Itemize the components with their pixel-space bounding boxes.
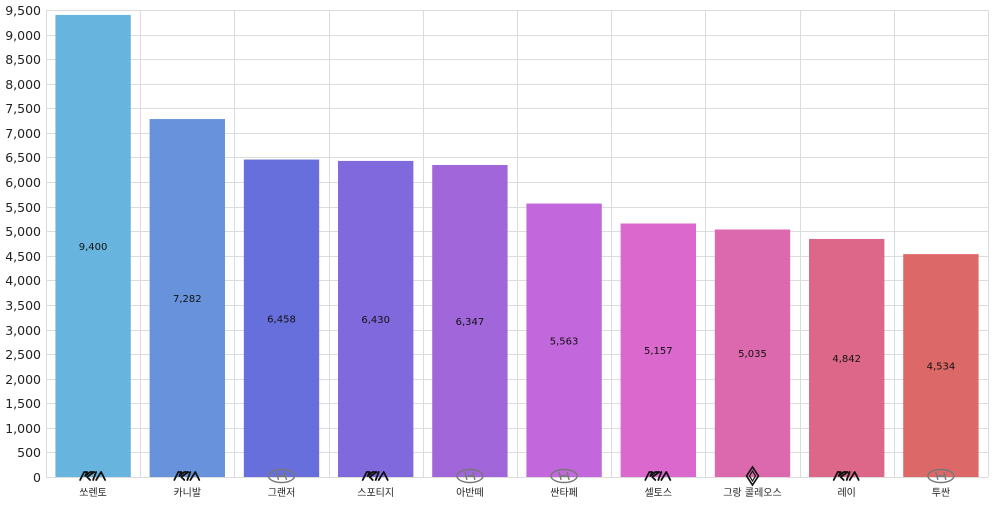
- x-tick-label: 그랑 콜레오스: [723, 487, 781, 499]
- y-tick-label: 9,000: [5, 28, 41, 43]
- bar[interactable]: [809, 238, 885, 477]
- x-tick-label: 쏘렌토: [79, 487, 107, 499]
- bar[interactable]: [55, 14, 131, 477]
- x-tick-label: 카니발: [173, 487, 201, 499]
- x-tick-label: 투싼: [932, 487, 950, 499]
- bar-value-label: 7,282: [173, 294, 202, 305]
- kia-logo-icon: [79, 471, 106, 481]
- x-tick-label: 셀토스: [644, 487, 672, 499]
- y-tick-label: 8,000: [5, 77, 41, 92]
- hyundai-logo-icon: [456, 468, 484, 484]
- bar[interactable]: [149, 119, 225, 477]
- hyundai-logo-icon: [267, 468, 296, 484]
- y-tick-label: 6,500: [5, 150, 41, 165]
- bar-value-label: 4,534: [927, 362, 956, 373]
- y-tick-label: 5,500: [5, 200, 41, 215]
- bar[interactable]: [432, 164, 508, 477]
- y-tick-label: 1,000: [5, 421, 41, 436]
- bar[interactable]: [243, 159, 320, 477]
- kia-logo-icon: [832, 471, 860, 481]
- bar-value-labels: 9,400 7,282 6,458 6,430 6,347 5,563 5,157 5,035…: [79, 242, 955, 373]
- bar[interactable]: [620, 223, 696, 477]
- bar-value-label: 6,430: [361, 315, 390, 326]
- x-tick-label: 그랜저: [268, 487, 296, 499]
- y-tick-label: 4,500: [5, 249, 41, 264]
- y-tick-label: 0: [33, 470, 41, 485]
- y-tick-label: 9,500: [5, 3, 41, 18]
- y-tick-label: 5,000: [5, 224, 41, 239]
- bar[interactable]: [903, 254, 979, 477]
- y-tick-label: 2,500: [5, 347, 41, 362]
- y-tick-label: 7,000: [5, 126, 41, 141]
- y-axis-tick-labels: 0 500 1,000 1,500 2,000 2,500 3,000 3,500 4,000 4…: [5, 3, 41, 485]
- brand-icons: [79, 465, 955, 487]
- x-tick-label: 스포티지: [357, 487, 394, 499]
- bar[interactable]: [714, 229, 791, 477]
- y-tick-label: 6,000: [5, 175, 41, 190]
- bar-value-label: 5,157: [644, 346, 673, 357]
- bar[interactable]: [526, 203, 602, 477]
- y-tick-label: 4,000: [5, 273, 41, 288]
- bar-value-label: 6,347: [456, 317, 485, 328]
- y-tick-label: 500: [17, 445, 41, 460]
- bar[interactable]: [338, 160, 414, 477]
- y-tick-label: 3,000: [5, 323, 41, 338]
- renault-logo-icon: [745, 465, 760, 487]
- y-tick-label: 7,500: [5, 101, 41, 116]
- x-tick-label: 싼타페: [550, 487, 578, 499]
- bar-value-label: 6,458: [267, 314, 296, 325]
- y-tick-label: 3,500: [5, 298, 41, 313]
- kia-logo-icon: [361, 471, 389, 481]
- bars: [55, 14, 979, 477]
- x-axis-category-labels: 쏘렌토 카니발 그랜저 스포티지 아반떼 싼타페 셀토스 그랑 콜레오스 레이 투싼: [79, 487, 950, 499]
- y-tick-label: 1,500: [5, 396, 41, 411]
- hyundai-logo-icon: [927, 468, 955, 484]
- kia-logo-icon: [173, 471, 201, 481]
- bar-value-label: 9,400: [79, 242, 108, 253]
- hyundai-logo-icon: [550, 468, 578, 484]
- x-tick-label: 레이: [837, 487, 855, 499]
- kia-logo-icon: [644, 471, 672, 481]
- x-tick-label: 아반떼: [456, 487, 484, 499]
- bar-value-label: 4,842: [832, 354, 861, 365]
- y-tick-label: 8,500: [5, 52, 41, 67]
- bar-value-label: 5,035: [738, 349, 767, 360]
- bar-value-label: 5,563: [550, 336, 579, 347]
- y-tick-label: 2,000: [5, 372, 41, 387]
